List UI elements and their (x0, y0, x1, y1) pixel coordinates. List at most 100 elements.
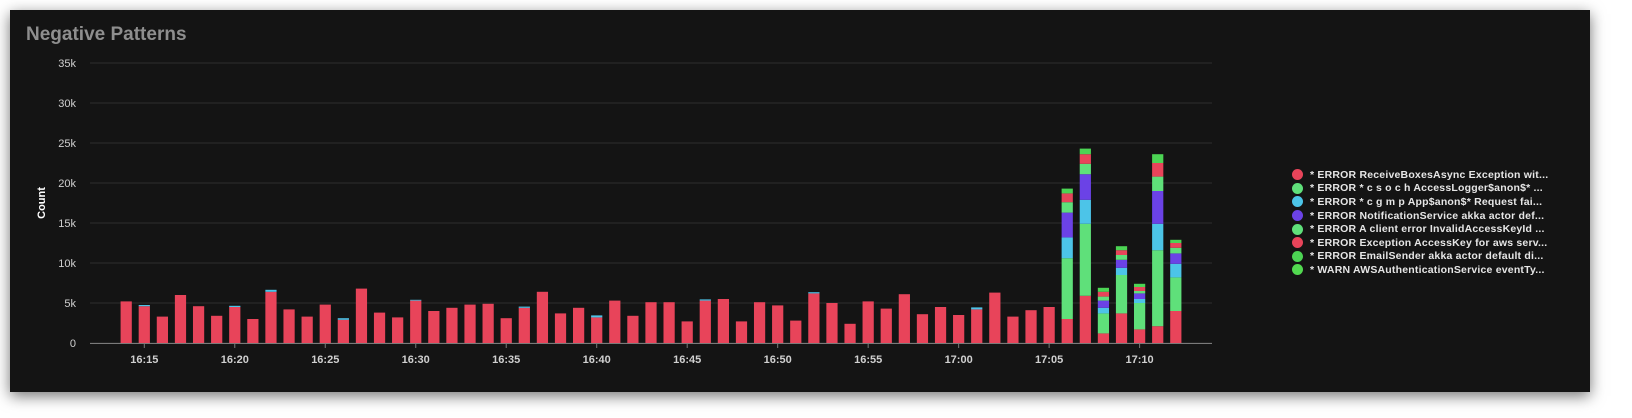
bar-segment (971, 307, 982, 309)
bar-segment (1080, 200, 1091, 224)
legend-label: * ERROR ReceiveBoxesAsync Exception wit.… (1310, 169, 1548, 181)
bar-segment (320, 305, 331, 343)
bar-segment (139, 305, 150, 306)
bar-segment (1098, 333, 1109, 343)
bar-segment (1116, 250, 1127, 255)
bar-segment (573, 308, 584, 343)
bar-segment (1116, 275, 1127, 313)
bar-segment (283, 309, 294, 343)
bar-segment (1062, 213, 1073, 238)
bar-segment (519, 307, 530, 308)
bar-segment (392, 317, 403, 343)
bar-segment (899, 294, 910, 343)
bar-segment (682, 321, 693, 343)
x-tick-label: 16:25 (311, 354, 339, 366)
bar-segment (1170, 253, 1181, 263)
bar-segment (501, 318, 512, 343)
legend-item[interactable]: * ERROR Exception AccessKey for aws serv… (1292, 236, 1582, 250)
bar-segment (1098, 292, 1109, 297)
bar-segment (139, 306, 150, 343)
bar-segment (1080, 296, 1091, 343)
legend-label: * ERROR A client error InvalidAccessKeyI… (1310, 223, 1545, 235)
y-tick-label: 30k (58, 98, 76, 110)
bar-segment (1134, 329, 1145, 343)
bar-segment (1134, 287, 1145, 291)
legend-item[interactable]: * WARN AWSAuthenticationService eventTy.… (1292, 263, 1582, 277)
bar-segment (1170, 248, 1181, 254)
bar-segment (1116, 246, 1127, 250)
bar-segment (790, 321, 801, 343)
y-tick-label: 25k (58, 138, 76, 150)
bar-segment (1152, 163, 1163, 177)
legend-item[interactable]: * ERROR * c g m p App$anon$* Request fai… (1292, 195, 1582, 209)
legend-swatch (1292, 264, 1303, 275)
bar-segment (1152, 154, 1163, 163)
bar-segment (1116, 260, 1127, 268)
legend-label: * WARN AWSAuthenticationService eventTy.… (1310, 264, 1545, 276)
bar-segment (772, 305, 783, 343)
bar-segment (609, 301, 620, 343)
bar-segment (1098, 297, 1109, 301)
bar-segment (1134, 291, 1145, 293)
bar-segment (356, 289, 367, 343)
bar-segment (826, 303, 837, 343)
bar-segment (1152, 177, 1163, 191)
bar-segment (1062, 237, 1073, 258)
bar-segment (881, 309, 892, 343)
x-tick-label: 16:55 (854, 354, 882, 366)
x-tick-label: 16:40 (583, 354, 611, 366)
legend-swatch (1292, 196, 1303, 207)
legend-swatch (1292, 169, 1303, 180)
legend-swatch (1292, 224, 1303, 235)
bar-segment (1152, 250, 1163, 326)
legend-swatch (1292, 251, 1303, 262)
bar-segment (989, 293, 1000, 343)
bar-segment (1080, 164, 1091, 174)
bar-segment (808, 292, 819, 293)
bar-segment (229, 306, 240, 307)
legend-item[interactable]: * ERROR * c s o c h AccessLogger$anon$* … (1292, 182, 1582, 196)
bar-segment (374, 313, 385, 343)
legend-swatch (1292, 237, 1303, 248)
bar-segment (483, 304, 494, 343)
legend-label: * ERROR * c g m p App$anon$* Request fai… (1310, 196, 1542, 208)
legend-item[interactable]: * ERROR EmailSender akka actor default d… (1292, 250, 1582, 264)
bar-segment (718, 299, 729, 343)
bar-segment (1098, 308, 1109, 314)
legend-item[interactable]: * ERROR ReceiveBoxesAsync Exception wit.… (1292, 168, 1582, 182)
legend-item[interactable]: * ERROR NotificationService akka actor d… (1292, 209, 1582, 223)
bar-segment (863, 301, 874, 343)
bar-segment (1116, 313, 1127, 343)
legend-item[interactable]: * ERROR A client error InvalidAccessKeyI… (1292, 222, 1582, 236)
bar-segment (519, 308, 530, 343)
bar-segment (211, 316, 222, 343)
bar-segment (1170, 243, 1181, 248)
bar-segment (1025, 310, 1036, 343)
bar-segment (1134, 299, 1145, 303)
y-tick-label: 20k (58, 178, 76, 190)
y-tick-label: 15k (58, 218, 76, 230)
x-tick-label: 16:45 (673, 354, 701, 366)
x-tick-label: 17:00 (945, 354, 973, 366)
x-tick-label: 16:35 (492, 354, 520, 366)
chart-legend: * ERROR ReceiveBoxesAsync Exception wit.… (1292, 168, 1582, 277)
y-tick-label: 0 (70, 338, 76, 350)
bar-segment (1062, 189, 1073, 194)
y-tick-label: 5k (64, 298, 76, 310)
x-tick-label: 17:05 (1035, 354, 1063, 366)
bar-segment (121, 301, 132, 343)
bar-segment (1170, 264, 1181, 278)
legend-label: * ERROR NotificationService akka actor d… (1310, 210, 1544, 222)
bar-segment (1116, 255, 1127, 260)
bar-segment (464, 305, 475, 343)
bar-segment (428, 311, 439, 343)
legend-swatch (1292, 183, 1303, 194)
legend-label: * ERROR EmailSender akka actor default d… (1310, 250, 1543, 262)
x-tick-label: 16:50 (764, 354, 792, 366)
bar-segment (1044, 307, 1055, 343)
bar-segment (1098, 301, 1109, 308)
bar-segment (935, 307, 946, 343)
bar-segment (1152, 191, 1163, 224)
x-tick-label: 16:15 (130, 354, 158, 366)
bar-segment (1152, 224, 1163, 250)
